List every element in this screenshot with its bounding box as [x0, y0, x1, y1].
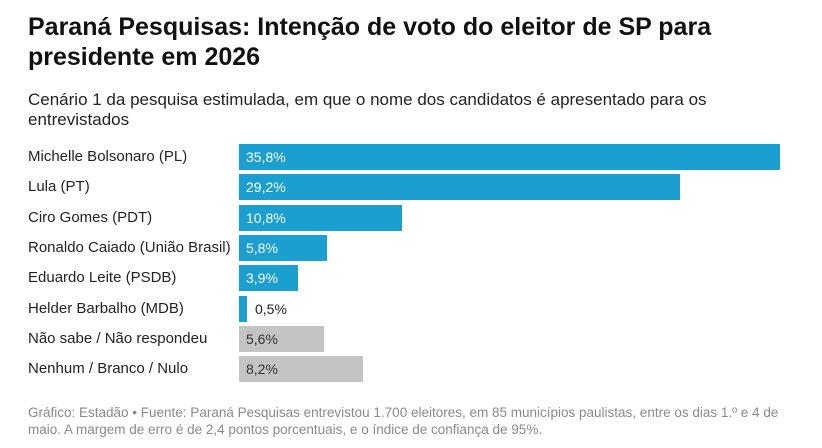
- data-label: 0,5%: [255, 301, 287, 317]
- bar: [239, 265, 298, 291]
- category-label: Ronaldo Caiado (União Brasil): [28, 239, 231, 256]
- chart-source-note: Gráfico: Estadão • Fuente: Paraná Pesqui…: [28, 405, 779, 437]
- category-label: Helder Barbalho (MDB): [28, 300, 184, 317]
- category-label: Eduardo Leite (PSDB): [28, 269, 177, 286]
- data-label: 5,8%: [246, 240, 278, 256]
- bar: [239, 235, 327, 261]
- bar: [239, 296, 247, 322]
- bar: [239, 144, 780, 170]
- bar: [239, 356, 363, 382]
- bar: [239, 326, 324, 352]
- data-label: 8,2%: [246, 361, 278, 377]
- data-label: 29,2%: [246, 179, 286, 195]
- category-label: Nenhum / Branco / Nulo: [28, 360, 189, 377]
- category-label: Lula (PT): [28, 178, 90, 195]
- data-label: 10,8%: [246, 210, 286, 226]
- chart-title: Paraná Pesquisas: Intenção de voto do el…: [28, 13, 712, 71]
- chart-subtitle: Cenário 1 da pesquisa estimulada, em que…: [28, 90, 707, 129]
- category-label: Michelle Bolsonaro (PL): [28, 148, 188, 165]
- category-label: Não sabe / Não respondeu: [28, 330, 208, 347]
- bar: [239, 174, 680, 200]
- data-label: 35,8%: [246, 149, 286, 165]
- data-label: 5,6%: [246, 331, 278, 347]
- category-label: Ciro Gomes (PDT): [28, 209, 153, 226]
- data-label: 3,9%: [246, 270, 278, 286]
- bar: [239, 205, 402, 231]
